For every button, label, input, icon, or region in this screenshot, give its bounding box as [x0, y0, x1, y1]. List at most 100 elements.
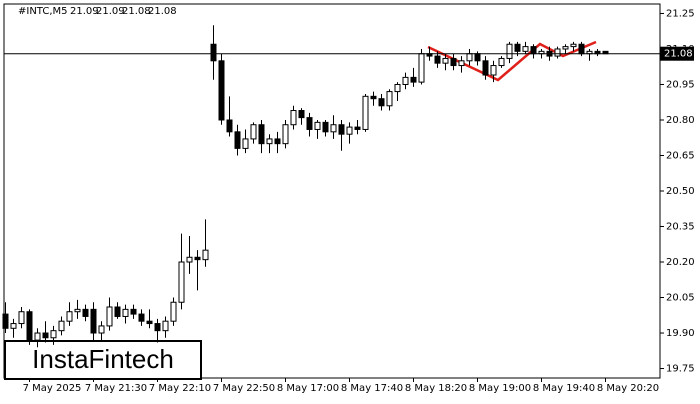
candle-body [74, 308, 81, 313]
candle-body [242, 138, 249, 149]
x-tick-label: 7 May 21:30 [85, 383, 147, 394]
y-tick-label: 20.05 [666, 293, 695, 304]
y-tick-label: 21.25 [666, 8, 695, 19]
x-tick-label: 7 May 2025 [23, 383, 82, 394]
y-tick-label: 20.35 [666, 222, 695, 233]
candle-body [442, 57, 449, 64]
candle-body [498, 57, 505, 67]
candle-body [170, 301, 177, 322]
y-tick-label: 20.50 [666, 186, 695, 197]
plot-frame [3, 3, 661, 379]
y-tick-label: 20.95 [666, 79, 695, 90]
candle-body [474, 53, 481, 62]
candle-body [34, 332, 41, 341]
candle-body [290, 110, 297, 126]
candle-body [10, 323, 17, 329]
candle-body [562, 46, 569, 50]
candle-body [210, 43, 217, 62]
x-tick-label: 8 May 18:20 [405, 383, 467, 394]
candle-body [202, 249, 209, 261]
candle-body [274, 138, 281, 145]
candle-body [186, 256, 193, 263]
candle-body [554, 48, 561, 57]
candle-body [338, 124, 345, 135]
candle-body [402, 76, 409, 85]
candle-body [458, 60, 465, 67]
candle-body [66, 311, 73, 322]
candle-body [506, 43, 513, 59]
candle-body [154, 323, 161, 332]
candle-body [122, 308, 129, 317]
candle-body [130, 308, 137, 315]
candle-body [106, 306, 113, 327]
candle-body [114, 306, 121, 317]
candle-body [162, 320, 169, 332]
candle-body [226, 119, 233, 133]
candle-body [514, 43, 521, 52]
candle-body [522, 46, 529, 52]
candle-body [266, 138, 273, 145]
candle-body [410, 76, 417, 83]
candle-body [26, 311, 33, 341]
chart-title: #INTC,M5 [18, 6, 67, 17]
price-label-box [660, 46, 694, 61]
candle-body [330, 124, 337, 133]
candle-body [570, 43, 577, 48]
header-value: 21.09 [96, 6, 125, 17]
x-tick-label: 8 May 19:00 [469, 383, 531, 394]
candle-body [218, 60, 225, 121]
candle-body [250, 124, 257, 140]
candle-body [450, 57, 457, 67]
candle-body [386, 91, 393, 107]
candle-body [354, 126, 361, 130]
candle-body [466, 53, 473, 62]
candle-body [378, 98, 385, 107]
candle-body [346, 126, 353, 135]
candle-body [306, 117, 313, 130]
candle-body [370, 95, 377, 100]
candle-body [98, 325, 105, 334]
logo-box [4, 340, 202, 380]
x-tick-label: 8 May 17:40 [341, 383, 403, 394]
candle-body [394, 83, 401, 93]
candle-body [18, 311, 25, 325]
y-tick-label: 20.65 [666, 150, 695, 161]
candle-body [138, 313, 145, 322]
candle-body [362, 95, 369, 130]
candle-body [530, 46, 537, 55]
y-tick-label: 19.90 [666, 328, 695, 339]
header-value: 21.09 [70, 6, 99, 17]
candle-body [482, 60, 489, 76]
candle-body [178, 261, 185, 303]
y-tick-label: 19.75 [666, 364, 695, 375]
candle-body [42, 332, 49, 339]
x-tick-label: 8 May 20:20 [597, 383, 659, 394]
candle-body [194, 256, 201, 261]
candle-body [298, 110, 305, 119]
candle-body [418, 53, 425, 83]
candle-body [282, 124, 289, 145]
logo: InstaFintech [32, 344, 174, 374]
y-tick-label: 20.20 [666, 257, 695, 268]
x-tick-label: 7 May 22:10 [149, 383, 211, 394]
candle-body [578, 43, 585, 55]
header-value: 21.08 [122, 6, 151, 17]
candle-body [50, 330, 57, 339]
candle-body [146, 320, 153, 325]
candle-body [314, 121, 321, 130]
header-value: 21.08 [148, 6, 177, 17]
price-label: 21.08 [664, 49, 693, 60]
candle-body [490, 65, 497, 76]
candle-body [434, 55, 441, 64]
candle-body [90, 308, 97, 334]
candle-body [322, 121, 329, 133]
x-tick-label: 7 May 22:50 [213, 383, 275, 394]
candle-body [58, 320, 65, 332]
candle-body [82, 308, 89, 317]
candle-body [2, 313, 9, 329]
x-tick-label: 8 May 17:00 [277, 383, 339, 394]
candle-body [258, 124, 265, 145]
y-tick-label: 20.80 [666, 115, 695, 126]
candle-body [234, 131, 241, 149]
